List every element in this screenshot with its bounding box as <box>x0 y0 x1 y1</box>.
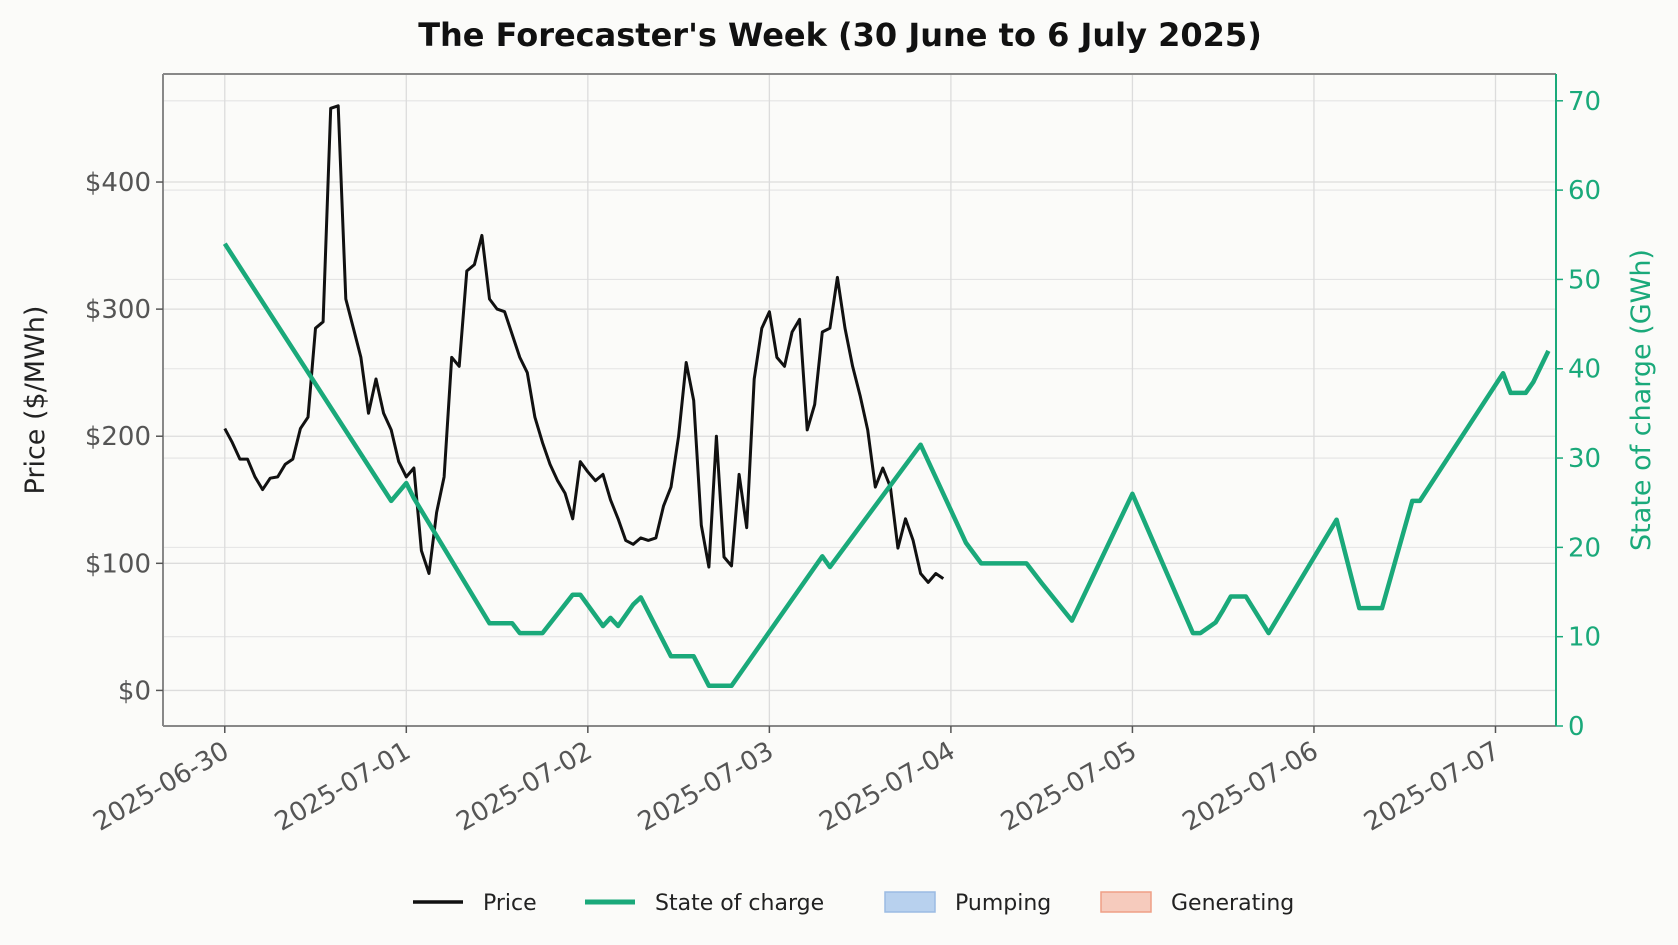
y-tick-label: $0 <box>118 676 151 706</box>
chart-title: The Forecaster's Week (30 June to 6 July… <box>418 16 1262 54</box>
axis-ticks: $0 $100 $200 $300 $400 0 10 20 30 40 50 60 70 2025-06… <box>85 87 1601 838</box>
y-axis-label: Price ($/MWh) <box>20 306 51 495</box>
y2-tick-label: 20 <box>1568 533 1601 563</box>
series-lines <box>222 104 1551 689</box>
y2-axis-label: State of charge (GWh) <box>1626 249 1657 551</box>
x-tick-label: 2025-07-03 <box>633 736 779 838</box>
y2-tick-label: 60 <box>1568 176 1601 206</box>
y-tick-label: $400 <box>85 168 151 198</box>
y2-tick-label: 50 <box>1568 265 1601 295</box>
legend-label: Pumping <box>955 891 1051 916</box>
x-tick-label: 2025-07-05 <box>996 736 1142 838</box>
x-tick-label: 2025-07-04 <box>815 736 961 838</box>
y2-tick-label: 0 <box>1568 712 1585 742</box>
state-of-charge-line <box>222 242 1551 689</box>
y2-tick-label: 10 <box>1568 623 1601 653</box>
legend-label: Price <box>483 891 537 916</box>
legend-label: State of charge <box>655 891 824 916</box>
y-tick-label: $300 <box>85 295 151 325</box>
legend-swatch <box>884 891 936 913</box>
x-tick-label: 2025-07-01 <box>270 736 416 838</box>
legend: Price State of charge Pumping Generating <box>413 891 1294 916</box>
y2-tick-label: 70 <box>1568 87 1601 117</box>
y-tick-label: $100 <box>85 549 151 579</box>
y-tick-label: $200 <box>85 422 151 452</box>
price-line <box>223 104 945 584</box>
y2-tick-label: 40 <box>1568 355 1601 385</box>
y2-tick-label: 30 <box>1568 444 1601 474</box>
legend-swatch <box>1100 891 1152 913</box>
x-tick-label: 2025-06-30 <box>88 736 234 838</box>
x-tick-label: 2025-07-07 <box>1359 736 1505 838</box>
x-tick-label: 2025-07-06 <box>1178 736 1324 838</box>
legend-label: Generating <box>1171 891 1294 916</box>
x-tick-label: 2025-07-02 <box>451 736 597 838</box>
